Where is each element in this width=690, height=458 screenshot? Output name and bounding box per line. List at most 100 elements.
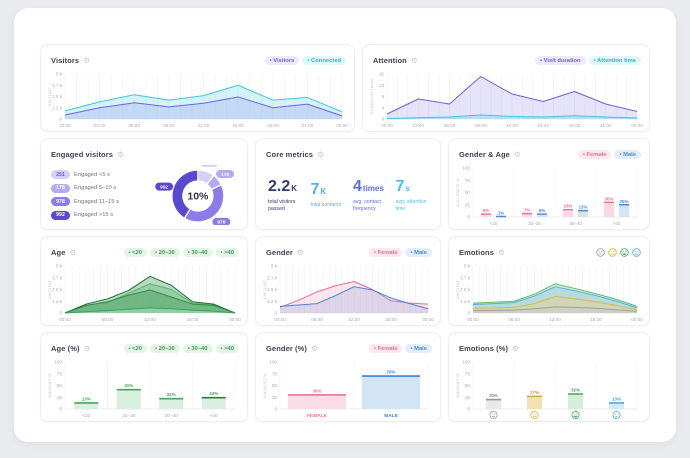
- settings-icon[interactable]: ⚙: [311, 343, 318, 353]
- svg-text:178: 178: [221, 172, 229, 178]
- svg-text:3.7 k: 3.7 k: [267, 275, 278, 280]
- panel-visitors: Visitors ⚙ Visitors Connected 0 1.2 k 2.5 …: [40, 44, 355, 132]
- svg-text:03:00: 03:00: [94, 123, 106, 128]
- svg-text:24%: 24%: [209, 391, 218, 396]
- svg-text:MALE: MALE: [384, 413, 398, 419]
- legend-age-20-30[interactable]: 20–30: [149, 344, 180, 353]
- settings-icon[interactable]: ⚙: [296, 247, 304, 257]
- svg-text:06:00: 06:00: [444, 123, 456, 128]
- svg-text:70%: 70%: [387, 370, 396, 375]
- panel-title: Gender (%): [266, 344, 308, 353]
- legend-female[interactable]: Female: [368, 248, 403, 257]
- settings-icon[interactable]: ⚙: [69, 247, 77, 257]
- cool-face-icon[interactable]: [632, 248, 641, 257]
- settings-icon[interactable]: ⚙: [512, 343, 519, 353]
- svg-text:2.5 k: 2.5 k: [52, 287, 63, 292]
- settings-icon[interactable]: ⚙: [497, 247, 505, 257]
- svg-text:13%: 13%: [612, 396, 621, 401]
- svg-text:50: 50: [272, 383, 278, 388]
- neutral-face-icon[interactable]: [596, 248, 605, 257]
- svg-text:09:00: 09:00: [475, 123, 487, 128]
- legend-attention-time[interactable]: Attention time: [588, 56, 641, 65]
- legend-item-engaged-gt15[interactable]: 992 Engaged >15 s: [51, 210, 143, 220]
- svg-text:978: 978: [217, 220, 225, 225]
- legend-connected[interactable]: Connected: [302, 56, 346, 65]
- svg-text:9: 9: [381, 94, 384, 99]
- legend-female[interactable]: Female: [577, 150, 612, 159]
- panel-emotions: Emotions ⚙ 0 1.2 k 2.5 k 3.7 k 5 k AMOUNT 00:0…: [448, 236, 650, 326]
- legend-male[interactable]: Male: [405, 248, 432, 257]
- count-badge: 992: [51, 210, 70, 220]
- svg-text:FEMALE: FEMALE: [307, 413, 328, 419]
- legend-age-lt20[interactable]: <20: [123, 248, 147, 257]
- svg-text:>40: >40: [613, 221, 621, 226]
- svg-text:12:00: 12:00: [506, 123, 518, 128]
- settings-icon[interactable]: ⚙: [117, 149, 124, 159]
- panel-title: Gender & Age: [459, 150, 510, 159]
- svg-text:100: 100: [269, 360, 277, 365]
- metric-label: avg. contact frequency: [353, 198, 381, 212]
- svg-text:0: 0: [59, 117, 62, 122]
- svg-text:03:00: 03:00: [413, 123, 425, 128]
- legend-age-gt40[interactable]: >40: [215, 344, 239, 353]
- svg-text:0: 0: [467, 407, 470, 412]
- svg-text:0: 0: [467, 215, 470, 220]
- svg-text:AMOUNT %: AMOUNT %: [262, 373, 267, 398]
- age-pct-chart: 0 25 50 75 100 AMOUNT % 13% <20 41% 20–30 22% 30–40…: [45, 357, 243, 420]
- metric-value: 2.2: [268, 177, 291, 195]
- svg-text:00:00: 00:00: [631, 317, 643, 322]
- metric-unit: K: [291, 183, 298, 193]
- legend-age-lt20[interactable]: <20: [123, 344, 147, 353]
- svg-text:25: 25: [465, 202, 471, 207]
- svg-text:10%: 10%: [187, 191, 209, 203]
- legend-item-engaged-5-10[interactable]: 178 Engaged 5–10 s: [51, 183, 143, 193]
- legend-visitors[interactable]: Visitors: [264, 56, 300, 65]
- svg-text:0: 0: [381, 117, 384, 122]
- svg-text:06:00: 06:00: [129, 123, 141, 128]
- legend-age-20-30[interactable]: 20–30: [149, 248, 180, 257]
- legend-female[interactable]: Female: [368, 344, 403, 353]
- legend-age-30-40[interactable]: 30–40: [182, 248, 213, 257]
- legend-visit-duration[interactable]: Visit duration: [535, 56, 586, 65]
- metric-total-visitors: 2.2K total visitors passed: [268, 178, 303, 213]
- svg-text:13%: 13%: [82, 396, 91, 401]
- svg-text:1.2 k: 1.2 k: [267, 299, 278, 304]
- engaged-donut-chart: 251 178 978 992 10%: [143, 165, 241, 225]
- legend-age-gt40[interactable]: >40: [215, 248, 239, 257]
- svg-text:0: 0: [59, 311, 62, 316]
- svg-text:15:00: 15:00: [232, 123, 244, 128]
- legend-item-engaged-11-15[interactable]: 978 Engaged 11–15 s: [51, 197, 143, 207]
- settings-icon[interactable]: ⚙: [83, 343, 91, 353]
- svg-text:AUDIENCE %: AUDIENCE %: [455, 178, 460, 207]
- svg-text:32%: 32%: [571, 387, 580, 392]
- svg-text:6%: 6%: [539, 208, 545, 213]
- svg-text:06:00: 06:00: [508, 317, 520, 322]
- svg-text:00:00: 00:00: [381, 123, 393, 128]
- svg-text:20%: 20%: [489, 393, 498, 398]
- panel-title: Age: [51, 248, 66, 257]
- metric-total-contacts: 7K total contacts: [311, 181, 346, 209]
- svg-text:15:00: 15:00: [538, 123, 550, 128]
- svg-text:75: 75: [57, 371, 63, 376]
- count-badge: 178: [51, 183, 70, 193]
- legend-male[interactable]: Male: [405, 344, 432, 353]
- settings-icon[interactable]: ⚙: [513, 149, 521, 159]
- settings-icon[interactable]: ⚙: [317, 149, 324, 159]
- settings-icon[interactable]: ⚙: [83, 55, 90, 65]
- laugh-face-icon[interactable]: [620, 248, 629, 257]
- legend-age-30-40[interactable]: 30–40: [182, 344, 213, 353]
- settings-icon[interactable]: ⚙: [410, 55, 418, 65]
- metric-unit: s: [405, 183, 410, 193]
- visitors-chart: 0 1.2 k 2.5 k 3.7 k 5 k AMOUNT 00:00 03:00 06:00…: [45, 69, 350, 130]
- svg-text:1.2 k: 1.2 k: [460, 299, 471, 304]
- attention-chart: 0 4 9 13 18 DURATION (MIN) 00:00 03:00 06:00 09:0…: [367, 69, 645, 130]
- metric-label: total visitors passed: [268, 198, 296, 212]
- legend-item-engaged-lt5[interactable]: 251 Engaged <5 s: [51, 170, 143, 180]
- svg-text:00:00: 00:00: [467, 317, 479, 322]
- svg-text:0: 0: [274, 311, 277, 316]
- legend-male[interactable]: Male: [614, 150, 641, 159]
- svg-text:13%: 13%: [579, 205, 588, 210]
- happy-face-icon[interactable]: [608, 248, 617, 257]
- legend-label: Engaged >15 s: [74, 212, 114, 219]
- svg-text:4: 4: [381, 105, 384, 110]
